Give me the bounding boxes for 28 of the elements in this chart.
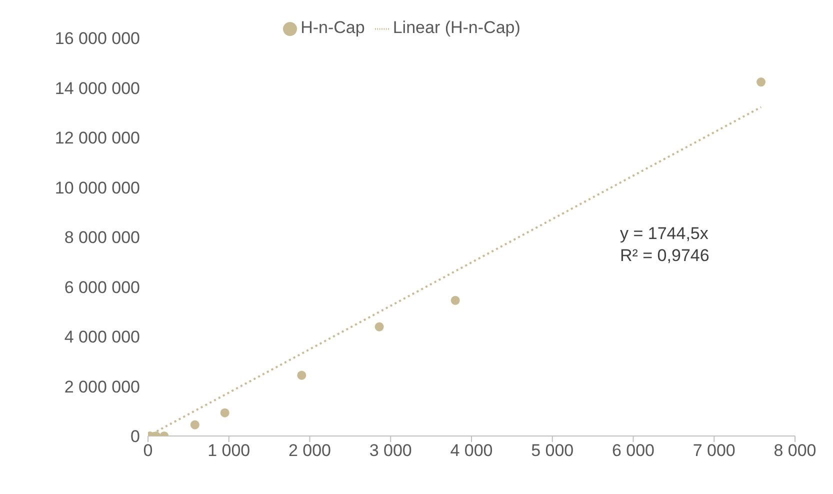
x-tick-label: 8 000 [774, 441, 816, 460]
point [297, 370, 306, 380]
point [190, 420, 200, 430]
x-tick-label: 4 000 [450, 441, 493, 460]
x-tick-label: 3 000 [369, 441, 412, 460]
point [450, 296, 460, 305]
x-tick-label: 2 000 [288, 441, 332, 460]
y-tick-label: 0 [130, 427, 140, 446]
point [374, 322, 384, 332]
x-tick-label: 0 [143, 441, 153, 460]
y-tick-label: 10 000 000 [54, 178, 140, 198]
annotation: R² = 0,9746 [620, 245, 710, 267]
y-tick-label: 2 000 000 [64, 377, 140, 396]
y-tick-label: 8 000 000 [64, 228, 140, 248]
point [220, 408, 230, 418]
legend-label: H-n-Cap [300, 18, 365, 37]
point [756, 78, 766, 87]
y-tick-label: 12 000 000 [54, 128, 140, 148]
y-tick-label: 6 000 000 [64, 278, 140, 297]
y-tick-label: 4 000 000 [64, 328, 140, 347]
x-tick-label: 1 000 [208, 441, 250, 460]
legend-label: Linear (H-n-Cap) [392, 18, 520, 37]
x-tick-label: 5 000 [531, 441, 574, 460]
x-tick-label: 7 000 [692, 441, 736, 460]
x-tick-label: 6 000 [612, 441, 655, 460]
y-tick-label: 16 000 000 [54, 29, 140, 48]
y-tick-label: 14 000 000 [54, 78, 140, 98]
annotation: y = 1744,5x [620, 223, 710, 245]
